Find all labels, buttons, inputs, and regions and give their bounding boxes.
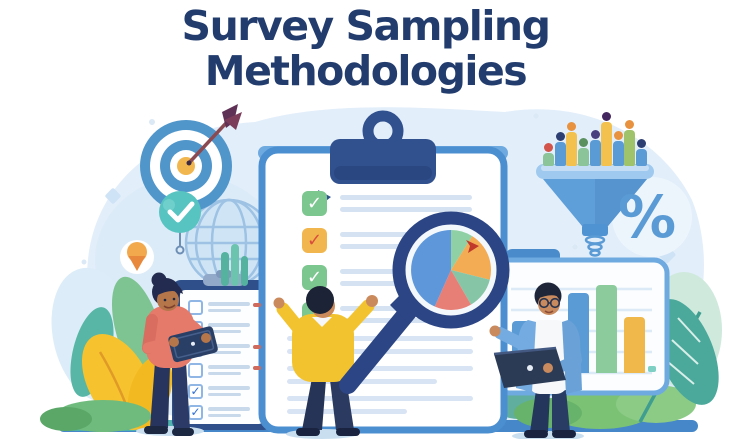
person-body xyxy=(566,132,578,166)
percent-symbol: % xyxy=(618,183,677,251)
title-line-2: Methodologies xyxy=(204,47,528,96)
red-mark xyxy=(253,366,261,370)
location-pin-icon xyxy=(120,240,154,274)
checkbox-icon: ✓ xyxy=(302,265,327,290)
checkbox-icon xyxy=(188,363,203,378)
checkbox-icon: ✓ xyxy=(302,228,327,253)
text-line xyxy=(208,350,241,354)
glasses-icon xyxy=(538,297,561,309)
checkbox-icon: ✓ xyxy=(188,405,203,420)
text-line xyxy=(208,323,250,327)
page-title: Survey Sampling Methodologies xyxy=(0,2,731,96)
row-lines xyxy=(208,323,250,333)
person-head xyxy=(637,139,646,148)
person-figure xyxy=(601,112,613,166)
text-line xyxy=(340,207,472,212)
pie-slice xyxy=(434,270,471,310)
teal-leaf xyxy=(638,299,719,423)
funnel-people xyxy=(543,112,647,166)
row-lines xyxy=(208,344,250,354)
person-head xyxy=(544,143,553,152)
chart-bar xyxy=(624,317,645,373)
person-body xyxy=(624,130,636,166)
text-line xyxy=(208,407,250,411)
text-line xyxy=(340,195,472,200)
person-body xyxy=(601,122,613,166)
laptop xyxy=(493,346,566,388)
row-lines xyxy=(208,386,250,396)
side-checklist-row xyxy=(188,300,261,315)
woman-with-tablet xyxy=(136,272,218,436)
person-figure xyxy=(566,122,578,166)
text-line xyxy=(208,392,241,396)
side-checklist-row xyxy=(188,363,261,378)
checklist-row: ✓ xyxy=(302,191,472,216)
side-checklist-row: ✓ xyxy=(188,405,261,420)
check-badge-icon xyxy=(159,191,201,255)
person-body xyxy=(543,153,554,166)
person-body xyxy=(577,148,589,166)
pie-slice xyxy=(451,236,491,280)
person-head xyxy=(590,130,600,139)
title-line-1: Survey Sampling xyxy=(181,2,551,50)
magnifier-handle xyxy=(339,298,421,394)
person-head xyxy=(613,131,623,140)
person-head xyxy=(555,132,565,141)
person-figure xyxy=(636,139,647,166)
potted-plant-icon xyxy=(221,244,248,286)
pie-slice xyxy=(411,230,451,307)
pie-slice xyxy=(451,230,473,270)
arrow-marker-icon xyxy=(466,240,479,253)
text-line xyxy=(208,413,241,417)
person-body xyxy=(589,140,601,166)
person-body xyxy=(636,149,647,166)
person-body xyxy=(554,142,566,166)
man-with-laptop xyxy=(489,282,584,439)
text-line xyxy=(208,386,250,390)
text-line xyxy=(208,308,241,312)
person-figure xyxy=(543,143,554,166)
text-line xyxy=(208,365,250,369)
red-mark xyxy=(253,345,261,349)
side-checklist-row: ✓ xyxy=(188,384,261,399)
text-line xyxy=(208,371,241,375)
person-head xyxy=(567,122,577,131)
clipboard-clip xyxy=(330,110,436,184)
magnifier-icon xyxy=(339,211,510,394)
checkbox-icon: ✓ xyxy=(188,384,203,399)
person-figure xyxy=(554,132,566,166)
funnel-spout xyxy=(584,235,606,257)
row-lines xyxy=(208,365,250,375)
person-figure xyxy=(612,131,624,166)
person-head xyxy=(578,138,588,147)
person-figure xyxy=(577,138,589,166)
red-mark xyxy=(253,303,261,307)
chart-bar xyxy=(596,285,617,373)
dart-icon xyxy=(186,104,242,166)
text-line xyxy=(208,302,250,306)
funnel-icon xyxy=(536,164,654,270)
checkmark-icon xyxy=(167,201,195,223)
pie-chart xyxy=(411,230,491,310)
row-lines xyxy=(340,195,472,212)
pie-slice xyxy=(451,270,490,305)
person-head xyxy=(602,112,612,121)
person-head xyxy=(625,120,635,129)
checkbox-icon: ✓ xyxy=(302,191,327,216)
target-icon xyxy=(140,104,242,212)
person-body xyxy=(612,141,624,166)
person-figure xyxy=(589,130,601,166)
checkbox-icon xyxy=(188,300,203,315)
man-pointing xyxy=(273,286,378,439)
row-lines xyxy=(208,407,250,417)
text-line xyxy=(208,344,250,348)
person-figure xyxy=(624,120,636,166)
text-line xyxy=(208,329,241,333)
row-lines xyxy=(208,302,250,312)
plants-left xyxy=(40,267,173,432)
